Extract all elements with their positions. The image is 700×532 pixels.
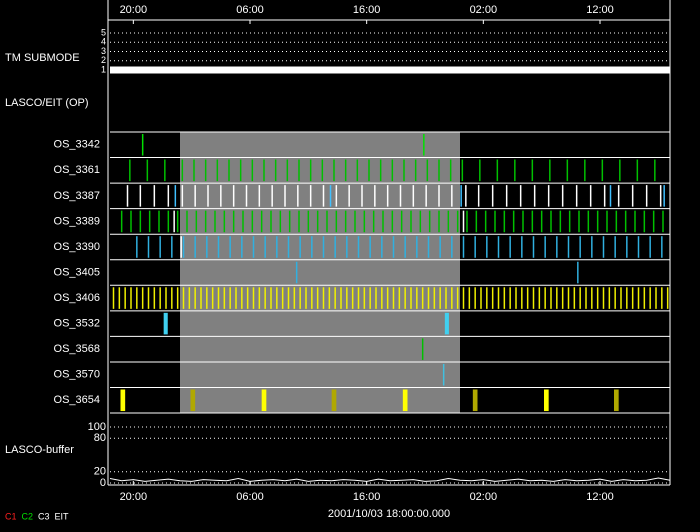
event-block — [163, 312, 168, 335]
row-label: OS_3570 — [54, 369, 100, 381]
buffer-line — [109, 477, 671, 482]
x-tick-label-bottom: 12:00 — [586, 491, 614, 503]
tm-label: TM SUBMODE — [5, 52, 80, 64]
start-time: 2001/10/03 18:00:00.000 — [328, 508, 450, 520]
section-label: LASCO/EIT (OP) — [5, 97, 89, 109]
x-tick-label-top: 20:00 — [120, 4, 148, 16]
x-tick-label-top: 12:00 — [586, 4, 614, 16]
y-tick-label: 5 — [101, 27, 106, 37]
legend-entry: C2 — [22, 511, 34, 521]
row-label: OS_3342 — [54, 139, 100, 151]
x-tick-label-bottom: 16:00 — [353, 491, 381, 503]
y-tick-label: 4 — [101, 37, 106, 47]
row-label: OS_3406 — [54, 292, 100, 304]
buffer-label: LASCO-buffer — [5, 444, 74, 456]
event-block — [190, 389, 196, 412]
x-tick-label-bottom: 20:00 — [120, 491, 148, 503]
row-label: OS_3654 — [54, 394, 100, 406]
x-tick-label-bottom: 06:00 — [236, 491, 264, 503]
x-tick-label-top: 16:00 — [353, 4, 381, 16]
y-tick-label: 1 — [101, 64, 106, 74]
y-tick-label: 100 — [88, 421, 106, 433]
event-block — [331, 389, 337, 412]
y-tick-label: 20 — [94, 466, 106, 478]
row-label: OS_3390 — [54, 241, 100, 253]
y-tick-label: 0 — [100, 477, 106, 489]
legend-entry: EIT — [55, 511, 70, 521]
x-tick-label-top: 02:00 — [470, 4, 498, 16]
legend-entry: C3 — [38, 511, 50, 521]
row-label: OS_3361 — [54, 164, 100, 176]
event-block — [544, 389, 549, 412]
event-block — [402, 389, 408, 412]
y-tick-label: 3 — [101, 46, 106, 56]
row-label: OS_3568 — [54, 343, 100, 355]
event-block — [444, 312, 449, 335]
x-tick-label-top: 06:00 — [236, 4, 264, 16]
x-tick-label-bottom: 02:00 — [470, 491, 498, 503]
y-tick-label: 80 — [94, 432, 106, 444]
legend-entry: C1 — [5, 511, 17, 521]
event-block — [120, 389, 126, 412]
y-tick-label: 2 — [101, 55, 106, 65]
row-label: OS_3389 — [54, 215, 100, 227]
row-label: OS_3405 — [54, 266, 100, 278]
event-block — [261, 389, 267, 412]
row-label: OS_3387 — [54, 190, 100, 202]
row-label: OS_3532 — [54, 318, 100, 330]
shade — [180, 132, 460, 414]
event-block — [614, 389, 619, 412]
event-block — [472, 389, 478, 412]
